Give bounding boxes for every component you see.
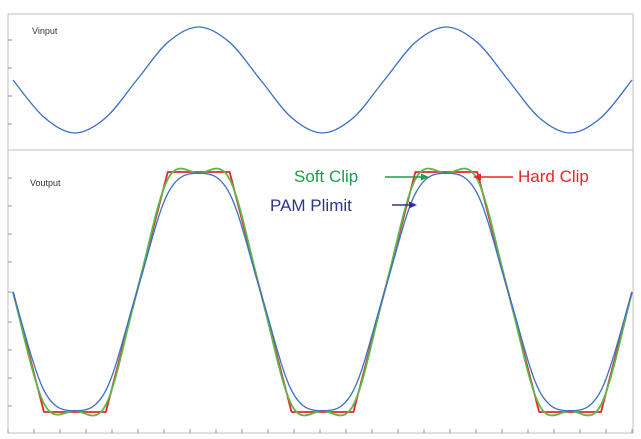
voutput-series — [12, 167, 633, 417]
hard-clip-label: Hard Clip — [518, 167, 589, 186]
voutput-title: Voutput — [30, 178, 61, 188]
vinput-panel — [7, 13, 634, 151]
annotation-pam-plimit: PAM Plimit — [270, 196, 417, 215]
vinput-title: Vinput — [32, 26, 58, 36]
pam-plimit-arrowhead-icon — [409, 201, 417, 209]
vinput-series — [12, 26, 633, 134]
pam-plimit-label: PAM Plimit — [270, 196, 352, 215]
vinput-series-line — [12, 26, 633, 134]
axis-ticks — [7, 39, 633, 433]
pam-plimit-series-line — [12, 172, 633, 412]
soft-clip-arrowhead-icon — [421, 173, 429, 181]
soft-clip-label: Soft Clip — [294, 167, 358, 186]
annotation-soft-clip: Soft Clip — [294, 167, 429, 186]
hard-clip-arrowhead-icon — [473, 173, 481, 181]
annotation-hard-clip: Hard Clip — [473, 167, 589, 186]
